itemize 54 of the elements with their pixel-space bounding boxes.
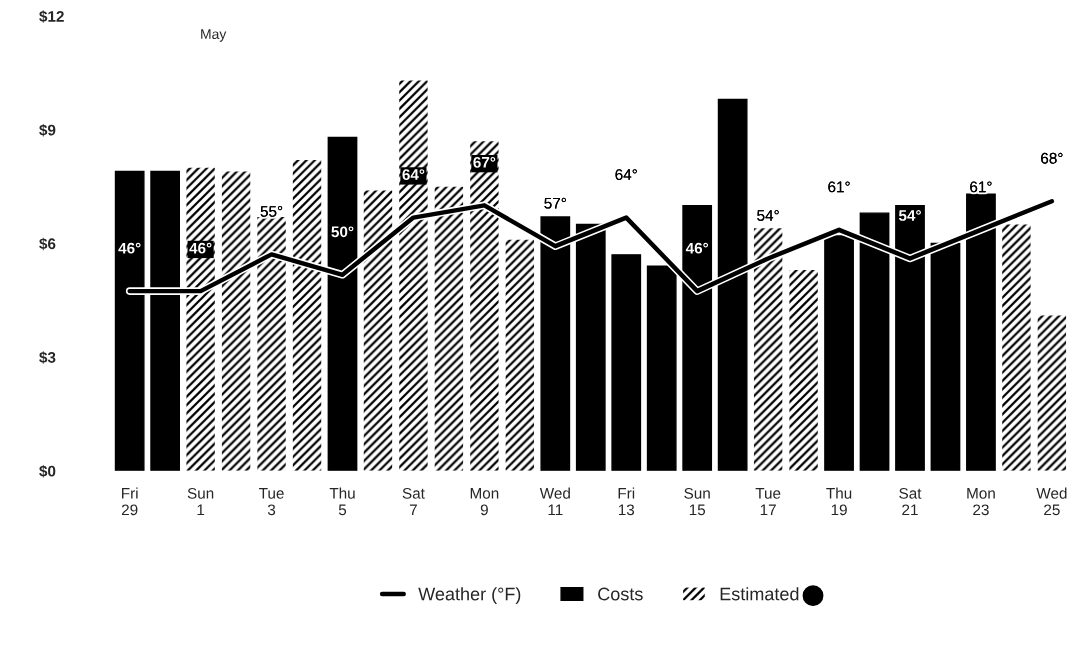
x-tick-label: Sun 15	[684, 487, 710, 516]
bar	[505, 239, 535, 471]
data-label: 55°	[260, 205, 283, 217]
bar	[646, 265, 677, 471]
data-label: 61°	[970, 181, 992, 193]
data-label: 50°	[331, 226, 354, 238]
data-label: 68°	[1041, 152, 1063, 164]
y-tick-label: $12	[39, 10, 64, 23]
y-tick-label: $6	[39, 237, 56, 251]
bar	[292, 160, 322, 471]
x-tick-label: Wed 25	[1036, 487, 1067, 516]
bar	[363, 190, 393, 471]
legend-label: Estimated	[720, 587, 799, 601]
y-tick-label: $9	[39, 124, 56, 137]
x-tick-label: Sat 21	[899, 487, 922, 516]
x-tick-label: Sat 7	[402, 487, 425, 516]
bar	[753, 228, 783, 471]
bar	[221, 171, 251, 471]
bar	[1037, 315, 1067, 471]
data-label: 61°	[828, 181, 850, 193]
legend-label: Costs	[598, 587, 643, 601]
x-tick-label: Tue 3	[259, 488, 284, 516]
data-label: 64°	[615, 169, 637, 181]
bar	[434, 186, 464, 471]
bar	[257, 216, 286, 471]
bar	[789, 270, 818, 471]
bar	[1002, 224, 1031, 471]
data-label: 57°	[544, 197, 566, 209]
x-tick-label: Thu 19	[826, 487, 852, 516]
bar	[399, 80, 428, 471]
data-label: 67°	[473, 156, 496, 168]
y-tick-label: $0	[39, 465, 56, 478]
data-label: 46°	[685, 242, 709, 254]
y-tick-label: $3	[39, 351, 56, 364]
data-label: 46°	[189, 242, 212, 254]
bar	[114, 170, 145, 471]
data-label: 54°	[757, 210, 779, 221]
x-tick-label: Mon 23	[967, 488, 995, 516]
x-tick-label: Thu 5	[329, 487, 355, 516]
x-tick-label: Mon 9	[470, 488, 499, 516]
x-tick-label: Fri 29	[121, 487, 138, 516]
x-tick-label: Fri 13	[618, 487, 635, 516]
annotation: May	[201, 29, 227, 42]
bar	[470, 141, 499, 471]
bar	[611, 254, 642, 471]
x-tick-label: Tue 17	[755, 488, 781, 516]
x-tick-label: Sun 1	[187, 487, 214, 516]
x-tick-label: Wed 11	[539, 487, 570, 516]
legend-label: Weather (°F)	[418, 587, 521, 604]
data-label: 64°	[402, 169, 425, 181]
data-label: 46°	[118, 242, 141, 254]
data-label: 54°	[898, 210, 921, 221]
bar	[186, 167, 215, 471]
bar	[150, 170, 181, 471]
